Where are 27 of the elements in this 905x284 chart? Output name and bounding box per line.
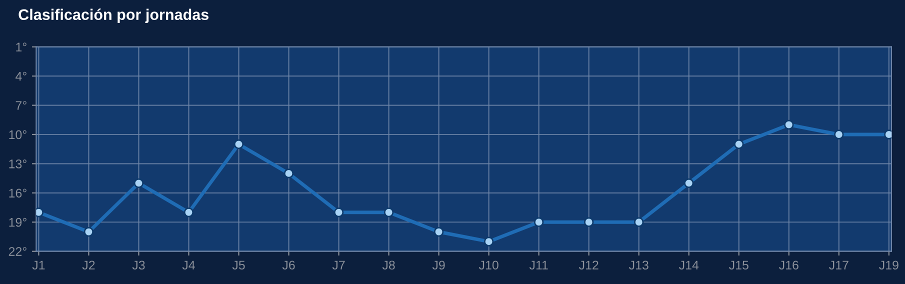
y-tick-label: 13° xyxy=(9,160,26,168)
x-tick-label: J1 xyxy=(32,260,45,270)
x-tick-label: J16 xyxy=(779,260,798,270)
y-tick-label: 4° xyxy=(16,72,26,81)
x-tick-label: J7 xyxy=(332,260,345,270)
x-tick-label: J6 xyxy=(282,260,295,270)
x-tick-label: J17 xyxy=(829,260,848,270)
x-tick-label: J15 xyxy=(729,260,748,270)
x-tick-label: J5 xyxy=(232,260,245,270)
y-tick-label: 10° xyxy=(9,130,26,140)
x-tick-label: J14 xyxy=(678,260,699,270)
x-tick-label: J10 xyxy=(478,260,498,270)
x-tick-label: J3 xyxy=(132,260,145,270)
y-tick-label: 1° xyxy=(16,42,26,52)
y-tick-label: 19° xyxy=(9,218,26,227)
x-tick-label: J19 xyxy=(879,260,898,270)
x-tick-label: J13 xyxy=(628,260,648,270)
x-tick-label: J12 xyxy=(578,260,598,270)
x-tick-label: J8 xyxy=(382,260,395,270)
chart-title: Clasificación por jornadas xyxy=(18,8,208,24)
y-tick-label: 16° xyxy=(9,188,26,198)
x-tick-label: J2 xyxy=(82,260,95,270)
y-tick-label: 22° xyxy=(8,247,26,256)
x-tick-label: J9 xyxy=(432,260,445,270)
y-tick-label: 7° xyxy=(16,101,26,110)
x-tick-label: J11 xyxy=(529,260,548,270)
x-tick-label: J4 xyxy=(182,260,195,270)
